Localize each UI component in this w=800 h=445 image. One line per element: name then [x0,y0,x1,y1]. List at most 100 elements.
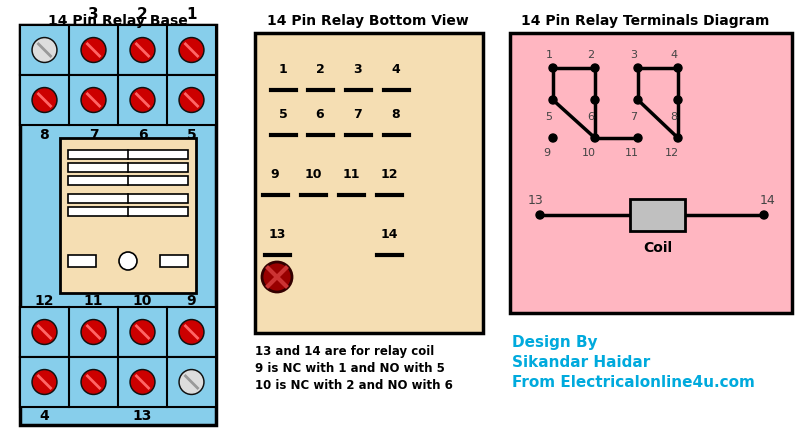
Circle shape [130,88,155,113]
Text: 9: 9 [270,168,279,181]
Text: 2: 2 [137,7,148,22]
Circle shape [181,39,202,61]
Circle shape [32,369,57,395]
Text: 14: 14 [380,228,398,241]
Bar [68,255,96,267]
Circle shape [262,262,292,292]
Text: 7: 7 [89,128,98,142]
Bar [68,194,188,203]
Circle shape [181,89,202,111]
Text: 7: 7 [354,108,362,121]
Text: 11: 11 [342,168,360,181]
Text: 14 Pin Relay Bottom View: 14 Pin Relay Bottom View [267,14,469,28]
Circle shape [634,64,642,72]
Text: 3: 3 [630,50,638,60]
Circle shape [130,37,155,62]
Circle shape [674,134,682,142]
Circle shape [549,96,557,104]
Text: 12: 12 [665,148,679,158]
Bar [68,163,188,172]
Circle shape [32,88,57,113]
Circle shape [179,369,204,395]
Circle shape [131,371,154,393]
Circle shape [34,371,55,393]
Circle shape [81,320,106,344]
Text: 5: 5 [546,112,553,122]
Text: 6: 6 [138,128,147,142]
Text: 10: 10 [133,294,152,308]
Circle shape [591,64,599,72]
Text: 4: 4 [40,409,50,423]
Circle shape [179,88,204,113]
Circle shape [130,369,155,395]
Text: 7: 7 [630,112,638,122]
Bar [255,33,483,333]
Text: From Electricalonline4u.com: From Electricalonline4u.com [512,375,755,390]
Text: 4: 4 [670,50,678,60]
Text: 8: 8 [40,128,50,142]
Circle shape [634,96,642,104]
Text: 8: 8 [392,108,400,121]
Circle shape [82,371,105,393]
Circle shape [119,252,137,270]
Text: 14: 14 [760,194,776,207]
Bar [20,357,216,407]
Circle shape [131,89,154,111]
Text: 4: 4 [392,63,400,76]
Text: 3: 3 [354,63,362,76]
Text: 5: 5 [186,128,196,142]
Bar [20,307,216,357]
Circle shape [760,211,768,219]
Text: 1: 1 [186,7,197,22]
Text: 6: 6 [587,112,594,122]
Text: 2: 2 [316,63,324,76]
Bar [510,33,792,313]
Circle shape [82,321,105,343]
Text: 3: 3 [88,7,99,22]
Circle shape [179,37,204,62]
Circle shape [179,320,204,344]
Circle shape [131,321,154,343]
Circle shape [81,88,106,113]
Text: 10 is NC with 2 and NO with 6: 10 is NC with 2 and NO with 6 [255,379,453,392]
Circle shape [82,39,105,61]
Circle shape [549,64,557,72]
Circle shape [674,96,682,104]
Text: 13 and 14 are for relay coil: 13 and 14 are for relay coil [255,345,434,358]
Circle shape [181,321,202,343]
Bar [630,199,685,231]
Text: 9: 9 [186,294,196,308]
Circle shape [674,64,682,72]
Bar [20,75,216,125]
Circle shape [131,39,154,61]
Circle shape [32,320,57,344]
Text: 13: 13 [268,228,286,241]
Circle shape [32,37,57,62]
Bar [60,138,196,293]
Text: 10: 10 [582,148,596,158]
Text: 13: 13 [528,194,544,207]
Bar [68,176,188,185]
Text: 5: 5 [278,108,287,121]
Text: 2: 2 [587,50,594,60]
Circle shape [536,211,544,219]
Bar [20,25,216,425]
Circle shape [130,320,155,344]
Text: 11: 11 [84,294,103,308]
Text: 9 is NC with 1 and NO with 5: 9 is NC with 1 and NO with 5 [255,362,445,375]
Text: 1: 1 [278,63,287,76]
Text: 12: 12 [34,294,54,308]
Circle shape [591,134,599,142]
Bar [68,207,188,216]
Text: Sikandar Haidar: Sikandar Haidar [512,355,650,370]
Text: 6: 6 [316,108,324,121]
Bar [68,150,188,159]
Circle shape [82,89,105,111]
Text: 13: 13 [133,409,152,423]
Circle shape [81,369,106,395]
Text: 1: 1 [546,50,553,60]
Bar [160,255,188,267]
Circle shape [81,37,106,62]
Text: 8: 8 [670,112,678,122]
Text: Design By: Design By [512,335,598,350]
